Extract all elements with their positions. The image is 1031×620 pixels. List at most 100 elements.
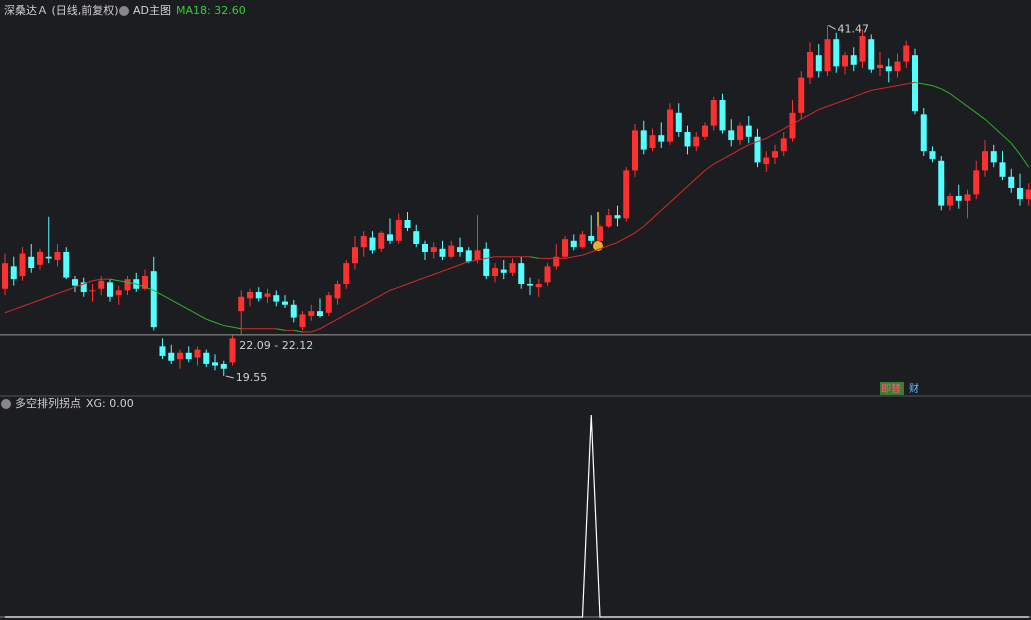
ma-line [774, 128, 784, 135]
ma-line [223, 325, 233, 328]
candle-body [815, 55, 822, 72]
ma-line [652, 210, 662, 219]
ma-line [118, 280, 128, 283]
candle-body [859, 35, 866, 62]
ma-line [13, 305, 23, 311]
candle-body [124, 279, 131, 291]
ma-line [932, 85, 942, 90]
ma-line [599, 245, 609, 250]
ma-line [4, 309, 14, 314]
xg-line [5, 414, 1029, 618]
ma-line [171, 299, 181, 306]
ma-line [827, 102, 837, 107]
candle-body [614, 215, 621, 219]
candle-body [807, 51, 813, 78]
candle-body [10, 266, 17, 280]
ma-line [862, 89, 872, 95]
candle-body [212, 362, 218, 366]
ma-line [468, 259, 478, 263]
ma-line [757, 137, 767, 143]
candle-body [632, 130, 638, 171]
candle-body [28, 256, 35, 268]
menu-icon[interactable] [1, 399, 11, 409]
ma-line [941, 88, 951, 95]
candle-body [570, 240, 577, 248]
ma-line [713, 158, 723, 165]
candle-body [299, 314, 306, 328]
candle-body [693, 136, 700, 147]
ma-line [853, 93, 863, 98]
candle-body [203, 352, 210, 364]
ma-line [660, 202, 671, 211]
ma-line [914, 81, 924, 85]
ma-line [1010, 142, 1021, 155]
candle-body [719, 99, 726, 131]
candle-body [308, 311, 315, 316]
ma-line [206, 318, 216, 323]
candle-body [675, 112, 682, 132]
ma-line [197, 313, 207, 320]
candle-body [89, 290, 96, 292]
ma-line [127, 281, 137, 285]
candle-body [387, 234, 393, 241]
ma-line [416, 277, 426, 282]
ma-line [695, 170, 706, 179]
ma-line [424, 273, 434, 279]
candle-body [194, 349, 201, 358]
candle-body [894, 61, 901, 72]
candle-body [964, 194, 971, 201]
candle-body [544, 266, 551, 283]
ma-line [731, 149, 741, 155]
candle-body [999, 162, 1006, 177]
candle-body [667, 109, 673, 142]
ma-line [809, 109, 819, 115]
ma-line [486, 256, 496, 259]
candle-body [780, 138, 787, 152]
candle-body [264, 293, 271, 297]
ma-line [591, 248, 601, 253]
ma-line [906, 81, 916, 85]
candle-body [352, 247, 358, 264]
ma-line [179, 304, 189, 311]
ma-line [136, 283, 146, 288]
ma-line [39, 296, 49, 301]
ma-line [739, 144, 749, 151]
candle-body [448, 245, 455, 257]
ma-line [643, 218, 653, 227]
ma-line [451, 264, 461, 269]
candle-body [150, 271, 157, 328]
candle-body [177, 352, 183, 360]
candle-body [115, 290, 122, 296]
candle-body [492, 267, 498, 276]
ma-line [1002, 134, 1012, 144]
candle-body [763, 157, 770, 164]
candle-body [710, 99, 717, 126]
ma-line [214, 321, 224, 327]
candle-body [439, 248, 446, 257]
ma-line [529, 256, 539, 259]
candle-body [553, 256, 560, 267]
ma-line [109, 278, 119, 282]
ma-line [949, 93, 960, 101]
candle-body [334, 283, 341, 299]
candle-body [238, 296, 245, 312]
ma-line [477, 257, 487, 261]
candle-body [754, 136, 761, 163]
high-pointer [828, 24, 836, 30]
menu-icon[interactable] [119, 6, 129, 16]
candle-body [229, 338, 236, 363]
ma-line [993, 126, 1003, 136]
candle-body [72, 279, 78, 286]
candle-body [80, 282, 87, 292]
candle-body [938, 160, 945, 206]
ma-line [844, 96, 854, 101]
ma-line [346, 309, 356, 315]
candle-body [885, 66, 892, 72]
ma-line [74, 283, 84, 288]
candle-body [290, 304, 297, 318]
candle-body [658, 135, 665, 142]
ma-line [389, 286, 399, 291]
indicator-name: AD主图 [133, 4, 171, 17]
ma-line [888, 85, 898, 88]
candle-body [369, 237, 376, 251]
